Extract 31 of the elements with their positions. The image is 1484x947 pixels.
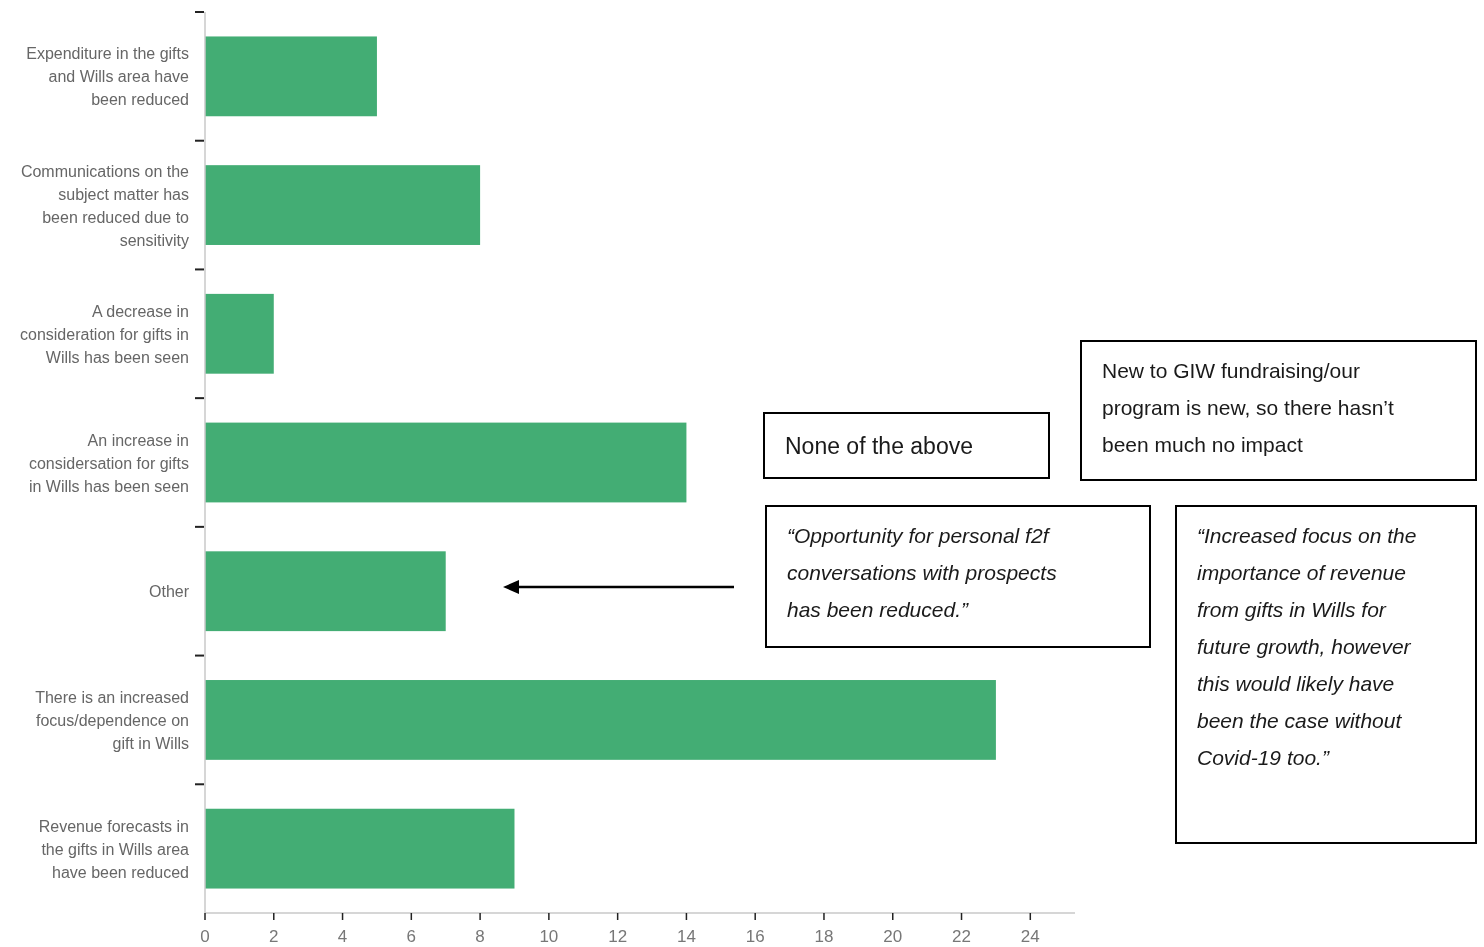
x-tick-label: 6 bbox=[406, 927, 417, 946]
annotation: None of the above bbox=[785, 432, 973, 459]
x-tick-label: 8 bbox=[475, 927, 485, 946]
y-tick-label: Expenditure in the gifts and Wills area have been reduced bbox=[26, 45, 190, 109]
bar bbox=[205, 293, 274, 374]
x-tick-label: 0 bbox=[200, 927, 210, 946]
bar bbox=[205, 165, 481, 245]
text: “Increased focus on the importance of revenue from gifts in Wills for future growth, however this would likely have been the case without Covid-19 too.” bbox=[1197, 524, 1417, 769]
text: New to GIW fundraising/our program is new, so there hasn’t been much no impact bbox=[1102, 359, 1394, 456]
y-tick-label: Other bbox=[148, 583, 190, 601]
x-tick-label: 2 bbox=[269, 927, 279, 946]
x-tick-label: 18 bbox=[814, 927, 834, 946]
x-tick-label: 14 bbox=[676, 927, 696, 946]
y-tick-label: A decrease in consideration for gifts in Wills has been seen bbox=[20, 302, 189, 366]
bar bbox=[205, 422, 687, 503]
x-tick-label: 12 bbox=[608, 927, 628, 946]
x-tick-label: 4 bbox=[337, 927, 348, 946]
annotation: “Opportunity for personal f2f conversations with prospects has been reduced.” bbox=[787, 524, 1058, 621]
bar bbox=[205, 808, 515, 889]
bar bbox=[205, 36, 377, 117]
x-tick-label: 10 bbox=[539, 927, 559, 946]
y-tick-label: Revenue forecasts in the gifts in Wills area have been reduced bbox=[38, 817, 190, 881]
x-tick-label: 20 bbox=[883, 927, 903, 946]
x-tick-label: 22 bbox=[952, 927, 971, 946]
y-tick-label: There is an increased focus/dependence on gift in Wills bbox=[35, 688, 189, 752]
bar bbox=[205, 551, 446, 632]
y-tick-label: An increase in considersation for gifts in Wills has been seen bbox=[28, 431, 189, 495]
y-tick-label: Communications on the subject matter has been reduced due to sensitivity bbox=[20, 162, 190, 249]
bar bbox=[205, 680, 996, 760]
x-tick-label: 16 bbox=[745, 927, 765, 946]
x-tick-label: 24 bbox=[1020, 927, 1040, 946]
